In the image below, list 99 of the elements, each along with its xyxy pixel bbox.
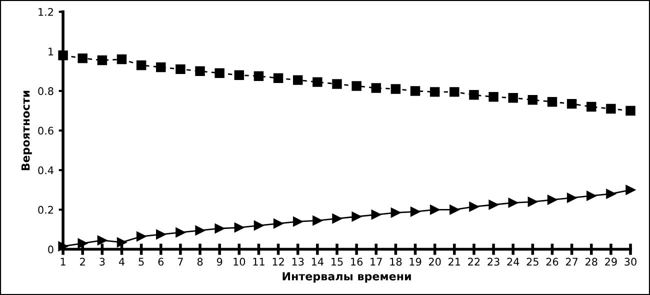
- point: [292, 75, 303, 85]
- point: [488, 200, 498, 210]
- point: [312, 216, 322, 226]
- point: [528, 196, 538, 207]
- point: [332, 214, 342, 224]
- point: [547, 194, 558, 205]
- x-tick-label: 20: [428, 258, 441, 266]
- point: [78, 53, 88, 64]
- point: [97, 55, 108, 66]
- point: [214, 224, 224, 234]
- point: [273, 73, 284, 83]
- point: [566, 192, 577, 203]
- point: [450, 204, 460, 215]
- point: [410, 206, 420, 217]
- x-tick-label: 25: [526, 258, 538, 266]
- x-tick-label: 10: [234, 258, 246, 266]
- y-tick-label: 0.8: [38, 87, 54, 96]
- point: [254, 220, 264, 230]
- point: [136, 60, 146, 70]
- y-tick-label: 0: [48, 246, 54, 254]
- point: [430, 204, 440, 215]
- point: [430, 87, 440, 97]
- point: [469, 90, 479, 100]
- point: [626, 106, 636, 116]
- point: [234, 222, 244, 232]
- x-tick-label: 23: [488, 258, 500, 266]
- point: [528, 95, 538, 105]
- x-tick-label: 7: [178, 258, 183, 266]
- point: [488, 92, 498, 102]
- point: [176, 64, 186, 74]
- point: [195, 226, 205, 236]
- point: [390, 208, 401, 218]
- point: [156, 62, 166, 72]
- point: [410, 86, 420, 96]
- y-tick-label: 1.2: [38, 8, 53, 16]
- point: [254, 71, 264, 81]
- x-tick-label: 27: [566, 258, 578, 266]
- x-tick-label: 18: [390, 258, 402, 266]
- x-tick-label: 19: [410, 258, 422, 266]
- x-tick-label: 14: [312, 258, 324, 266]
- point: [450, 87, 460, 97]
- x-tick-label: 16: [351, 258, 363, 266]
- x-tick-label: 12: [272, 258, 284, 266]
- point: [586, 190, 596, 201]
- y-tick-label: 0.6: [38, 126, 54, 135]
- x-tick-label: 3: [100, 258, 105, 266]
- point: [606, 104, 616, 114]
- x-tick-label: 15: [332, 258, 343, 266]
- point: [58, 50, 68, 60]
- point: [390, 84, 401, 94]
- y-axis-title: Вероятности: [21, 90, 32, 170]
- point: [606, 189, 616, 199]
- point: [312, 77, 322, 87]
- point: [78, 238, 88, 248]
- point: [469, 202, 479, 212]
- point: [176, 228, 186, 238]
- point: [195, 66, 205, 76]
- point: [352, 212, 362, 222]
- x-tick-label: 5: [138, 258, 144, 266]
- x-tick-label: 2: [80, 258, 85, 266]
- point: [234, 70, 244, 80]
- x-tick-label: 24: [507, 258, 520, 266]
- y-tick-label: 1: [48, 48, 54, 56]
- x-tick-label: 13: [292, 258, 304, 266]
- point: [273, 218, 284, 228]
- point: [58, 241, 68, 252]
- x-tick-label: 8: [197, 258, 203, 266]
- point: [566, 98, 577, 109]
- x-axis-title: Интервалы времени: [282, 272, 411, 283]
- point: [547, 96, 558, 107]
- y-tick-label: 0.4: [38, 166, 54, 174]
- point: [156, 230, 166, 240]
- x-tick-label: 9: [216, 258, 222, 266]
- x-tick-label: 22: [468, 258, 480, 266]
- point: [371, 83, 381, 93]
- x-tick-label: 26: [546, 258, 558, 266]
- x-tick-label: 30: [624, 258, 636, 266]
- point: [116, 237, 127, 248]
- point: [332, 79, 342, 89]
- x-tick-label: 28: [586, 258, 598, 266]
- point: [371, 210, 381, 220]
- point: [292, 216, 303, 226]
- x-tick-label: 11: [253, 258, 264, 266]
- point: [97, 236, 108, 246]
- x-tick-label: 4: [118, 258, 124, 266]
- point: [116, 54, 127, 64]
- x-tick-label: 21: [448, 258, 460, 266]
- point: [508, 198, 518, 208]
- point: [352, 81, 362, 91]
- point: [136, 232, 146, 242]
- point: [508, 93, 518, 103]
- y-tick-label: 0.2: [38, 206, 53, 214]
- x-tick-label: 6: [158, 258, 164, 266]
- x-tick-label: 29: [605, 258, 617, 266]
- point: [214, 68, 224, 78]
- x-tick-label: 1: [60, 258, 66, 266]
- point: [626, 185, 636, 195]
- point: [586, 102, 596, 112]
- x-tick-label: 17: [370, 258, 382, 266]
